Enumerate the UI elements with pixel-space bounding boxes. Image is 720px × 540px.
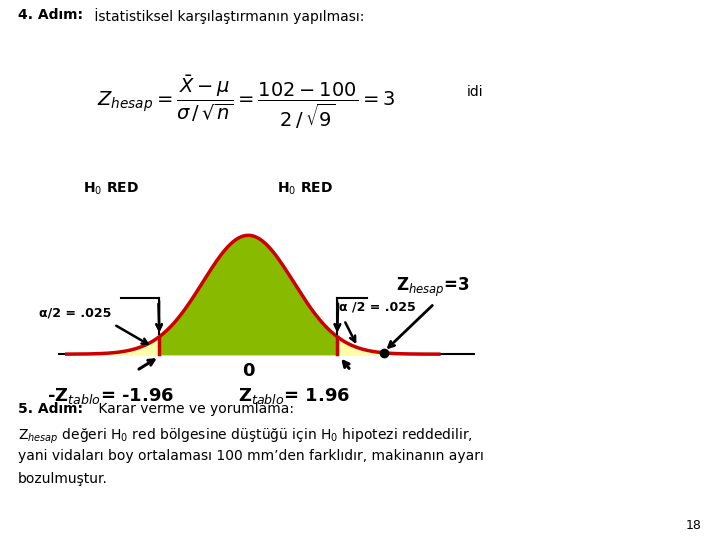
Text: 5. Adım:: 5. Adım: bbox=[18, 402, 83, 416]
Text: yani vidaları boy ortalaması 100 mm’den farklıdır, makinanın ayarı: yani vidaları boy ortalaması 100 mm’den … bbox=[18, 449, 484, 463]
Text: α /2 = .025: α /2 = .025 bbox=[340, 301, 416, 314]
Text: H$_0$ RED: H$_0$ RED bbox=[277, 181, 333, 197]
Text: Z$_{hesap}$ değeri H$_0$ red bölgesine düştüğü için H$_0$ hipotezi reddedilir,: Z$_{hesap}$ değeri H$_0$ red bölgesine d… bbox=[18, 427, 473, 446]
Text: -Z$_{tablo}$= -1.96: -Z$_{tablo}$= -1.96 bbox=[47, 386, 174, 406]
Text: 18: 18 bbox=[686, 519, 702, 532]
Text: bozulmuştur.: bozulmuştur. bbox=[18, 472, 108, 486]
Text: $Z_{hesap} = \dfrac{\bar{X}-\mu}{\sigma\,/\,\sqrt{n}} = \dfrac{102-100}{2\,/\,\s: $Z_{hesap} = \dfrac{\bar{X}-\mu}{\sigma\… bbox=[97, 74, 396, 131]
Text: idi: idi bbox=[467, 85, 483, 99]
Text: 0: 0 bbox=[242, 362, 254, 380]
Text: 4. Adım:: 4. Adım: bbox=[18, 8, 83, 22]
Text: Karar verme ve yorumlama:: Karar verme ve yorumlama: bbox=[94, 402, 294, 416]
Text: Z$_{tablo}$= 1.96: Z$_{tablo}$= 1.96 bbox=[238, 386, 350, 406]
Text: İstatistiksel karşılaştırmanın yapılması:: İstatistiksel karşılaştırmanın yapılması… bbox=[90, 8, 364, 24]
Text: H$_0$ RED: H$_0$ RED bbox=[83, 181, 139, 197]
Text: α/2 = .025: α/2 = .025 bbox=[39, 307, 112, 320]
Text: Z$_{hesap}$=3: Z$_{hesap}$=3 bbox=[396, 276, 469, 299]
